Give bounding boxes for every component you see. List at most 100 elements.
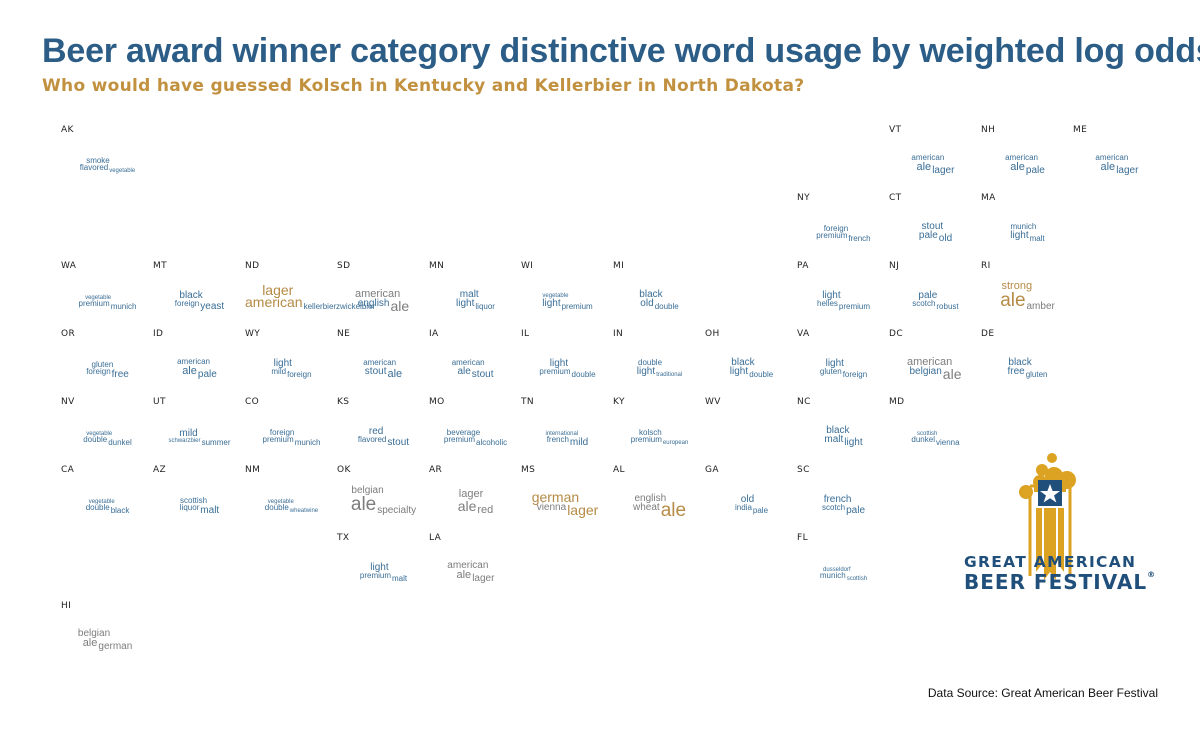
word-label: munich — [110, 301, 137, 311]
state-abbr: KY — [613, 397, 625, 407]
state-abbr: RI — [981, 261, 991, 271]
state-abbr: CT — [889, 193, 902, 203]
word-label: vegetable — [109, 167, 136, 174]
word-label: premium — [359, 571, 392, 581]
state-tile-ri: RI strong ale amber — [981, 261, 1073, 329]
word-label: beverage — [446, 428, 481, 437]
word-label: malt — [459, 288, 479, 300]
state-tile-fl: FL dusseldorf munich scottish — [797, 533, 889, 601]
word-label: american — [1095, 153, 1129, 163]
state-abbr: MT — [153, 261, 168, 271]
word-label: mild — [179, 427, 198, 439]
word-label: pale — [752, 505, 769, 515]
state-tile-co: CO foreign premium munich — [245, 397, 337, 465]
word-label: malt — [200, 504, 220, 516]
word-label: summer — [201, 437, 231, 447]
state-abbr: IL — [521, 329, 530, 339]
word-cloud: american english ale — [337, 261, 429, 329]
word-label: black — [110, 505, 130, 515]
word-label: helles — [817, 299, 838, 309]
word-label: ale — [1100, 160, 1116, 173]
word-label: american — [907, 355, 953, 368]
word-label: pale — [846, 504, 865, 516]
word-label: lager — [932, 164, 955, 176]
word-cloud: vegetable double dunkel — [61, 397, 153, 465]
word-cloud: black malt light — [797, 397, 889, 465]
word-cloud: black light double — [705, 329, 797, 397]
word-label: double — [571, 369, 596, 379]
word-cloud: vegetable double wheatwine — [245, 465, 337, 533]
word-label: american — [911, 153, 945, 163]
word-label: premium — [78, 299, 110, 309]
word-cloud: light premium malt — [337, 533, 429, 601]
word-label: gluten — [91, 360, 114, 369]
word-label: lager — [1116, 164, 1139, 176]
state-tile-mt: MT black foreign yeast — [153, 261, 245, 329]
word-label: ale — [457, 365, 471, 377]
state-tile-la: LA american ale lager — [429, 533, 521, 601]
state-abbr: AL — [613, 465, 625, 475]
word-label: red — [368, 426, 384, 438]
word-label: ale — [350, 493, 377, 515]
word-label: mild — [569, 436, 589, 448]
word-label: foreign — [842, 369, 868, 379]
word-label: international — [545, 430, 579, 437]
word-label: black — [639, 288, 663, 300]
word-cloud: gluten foreign free — [61, 329, 153, 397]
word-label: dusseldorf — [823, 566, 851, 573]
word-label: vegetable — [88, 498, 115, 505]
chart-title: Beer award winner category distinctive w… — [42, 32, 1200, 70]
word-label: english — [634, 492, 667, 504]
word-label: red — [477, 504, 494, 516]
state-tile-al: AL english wheat ale — [613, 465, 705, 533]
word-label: india — [735, 503, 752, 513]
word-cloud: double light traditional — [613, 329, 705, 397]
word-cloud: black free gluten — [981, 329, 1073, 397]
word-label: premium — [262, 435, 294, 445]
word-label: gluten — [819, 367, 842, 377]
state-tile-sc: SC french scotch pale — [797, 465, 889, 533]
state-abbr: OK — [337, 465, 351, 475]
state-abbr: CA — [61, 465, 75, 475]
word-cloud: lager american kellerbierzwickelbier — [245, 261, 375, 329]
word-label: scottish — [917, 430, 938, 437]
word-label: vienna — [536, 501, 567, 513]
word-cloud: scottish liquor malt — [153, 465, 245, 533]
word-cloud: french scotch pale — [797, 465, 889, 533]
word-label: pale — [197, 368, 217, 380]
state-abbr: SC — [797, 465, 810, 475]
word-cloud: international french mild — [521, 397, 613, 465]
state-abbr: AR — [429, 465, 443, 475]
state-tile-va: VA light gluten foreign — [797, 329, 889, 397]
word-label: smoke — [86, 156, 110, 165]
word-label: light — [456, 297, 475, 309]
state-tile-wv: WV — [705, 397, 797, 465]
state-tile-ms: MS german vienna lager — [521, 465, 613, 533]
word-label: strong — [1001, 280, 1033, 292]
state-tile-mn: MN malt light liquor — [429, 261, 521, 329]
word-label: black — [731, 356, 755, 368]
word-label: robust — [936, 301, 959, 311]
word-label: black — [179, 290, 203, 302]
word-label: lager — [567, 502, 599, 519]
word-label: malt — [1029, 233, 1045, 243]
state-tile-mi: MI black old double — [613, 261, 705, 329]
word-label: black — [1008, 356, 1032, 368]
word-label: vegetable — [86, 430, 113, 437]
state-abbr: MS — [521, 465, 536, 475]
state-tile-vt: VT american ale lager — [889, 125, 981, 193]
word-label: english — [357, 297, 390, 309]
logo-line-2: BEER FESTIVAL — [964, 570, 1148, 594]
word-label: french — [546, 435, 569, 445]
state-tile-ok: OK belgian ale specialty — [337, 465, 429, 533]
state-tile-ga: GA old india pale — [705, 465, 797, 533]
word-cloud: english wheat ale — [613, 465, 705, 533]
state-abbr: NJ — [889, 261, 900, 271]
word-cloud: american ale lager — [429, 533, 521, 601]
word-cloud: lager ale red — [429, 465, 521, 533]
word-label: belgian — [909, 365, 942, 377]
word-cloud: light mild foreign — [245, 329, 337, 397]
word-label: belgian — [77, 627, 111, 639]
state-tile-az: AZ scottish liquor malt — [153, 465, 245, 533]
word-cloud: black foreign yeast — [153, 261, 245, 329]
